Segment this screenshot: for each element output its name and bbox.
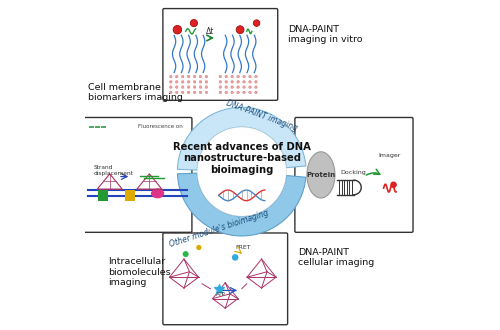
Text: Recent advances of DNA
nanostructure-based
bioimaging: Recent advances of DNA nanostructure-bas… (173, 142, 310, 175)
Bar (98, 190, 108, 201)
Circle shape (193, 91, 196, 94)
Circle shape (232, 254, 238, 261)
Circle shape (254, 91, 258, 94)
Circle shape (205, 86, 208, 88)
Text: Cell membrane
biomarkers imaging: Cell membrane biomarkers imaging (88, 83, 183, 102)
Text: Imager: Imager (378, 153, 401, 158)
Text: Protein: Protein (306, 172, 336, 178)
Circle shape (205, 81, 208, 83)
Circle shape (231, 86, 234, 88)
Circle shape (188, 81, 190, 83)
Circle shape (254, 20, 260, 26)
Circle shape (182, 91, 184, 94)
Bar (124, 190, 134, 201)
Circle shape (236, 26, 244, 34)
Text: ATP: ATP (216, 292, 226, 297)
Circle shape (242, 91, 246, 94)
Text: DNA-PAINT
cellular imaging: DNA-PAINT cellular imaging (298, 248, 374, 267)
Circle shape (225, 91, 228, 94)
FancyBboxPatch shape (163, 233, 288, 325)
Circle shape (237, 86, 240, 88)
Circle shape (188, 86, 190, 88)
Circle shape (197, 127, 286, 216)
Wedge shape (178, 173, 306, 236)
Circle shape (248, 91, 252, 94)
Ellipse shape (307, 152, 335, 198)
Circle shape (231, 91, 234, 94)
FancyBboxPatch shape (295, 117, 413, 232)
FancyBboxPatch shape (163, 9, 278, 100)
Circle shape (193, 86, 196, 88)
Text: Other module's bioimaging: Other module's bioimaging (168, 208, 270, 249)
Circle shape (219, 91, 222, 94)
Circle shape (242, 81, 246, 83)
Text: DNA-PAINT
imaging in vitro: DNA-PAINT imaging in vitro (288, 25, 362, 44)
Ellipse shape (151, 188, 164, 198)
Circle shape (237, 75, 240, 78)
Circle shape (182, 75, 184, 78)
Circle shape (199, 91, 202, 94)
Circle shape (182, 86, 184, 88)
Circle shape (205, 75, 208, 78)
Circle shape (176, 75, 178, 78)
Circle shape (219, 81, 222, 83)
Text: Δt: Δt (206, 27, 214, 36)
Circle shape (225, 86, 228, 88)
Circle shape (248, 81, 252, 83)
Wedge shape (178, 107, 306, 170)
Circle shape (176, 81, 178, 83)
Text: Fluorescence on: Fluorescence on (138, 124, 182, 129)
Circle shape (248, 75, 252, 78)
Circle shape (254, 86, 258, 88)
Circle shape (170, 91, 172, 94)
Circle shape (248, 86, 252, 88)
Circle shape (199, 81, 202, 83)
Circle shape (205, 91, 208, 94)
Circle shape (242, 86, 246, 88)
Text: Docking: Docking (341, 170, 366, 175)
Circle shape (193, 81, 196, 83)
Circle shape (199, 75, 202, 78)
Circle shape (254, 81, 258, 83)
Circle shape (188, 91, 190, 94)
Circle shape (231, 81, 234, 83)
Circle shape (237, 81, 240, 83)
Circle shape (254, 75, 258, 78)
Circle shape (390, 182, 397, 188)
Circle shape (193, 75, 196, 78)
Circle shape (182, 251, 188, 257)
Circle shape (219, 75, 222, 78)
Circle shape (170, 86, 172, 88)
FancyBboxPatch shape (84, 117, 192, 232)
Text: DNA-PAINT imaging: DNA-PAINT imaging (225, 98, 298, 133)
Circle shape (199, 86, 202, 88)
Circle shape (242, 75, 246, 78)
Text: FRET: FRET (235, 245, 251, 250)
Circle shape (225, 75, 228, 78)
Circle shape (182, 81, 184, 83)
Circle shape (237, 91, 240, 94)
Circle shape (225, 81, 228, 83)
Circle shape (170, 75, 172, 78)
Circle shape (190, 19, 198, 27)
Circle shape (188, 75, 190, 78)
Circle shape (196, 245, 202, 250)
Circle shape (176, 91, 178, 94)
Circle shape (231, 75, 234, 78)
Circle shape (176, 86, 178, 88)
Circle shape (173, 25, 182, 34)
Text: Strand
displacement: Strand displacement (94, 165, 134, 176)
Circle shape (219, 86, 222, 88)
Circle shape (170, 81, 172, 83)
Text: Intracellular
biomolecules
imaging: Intracellular biomolecules imaging (108, 257, 170, 287)
